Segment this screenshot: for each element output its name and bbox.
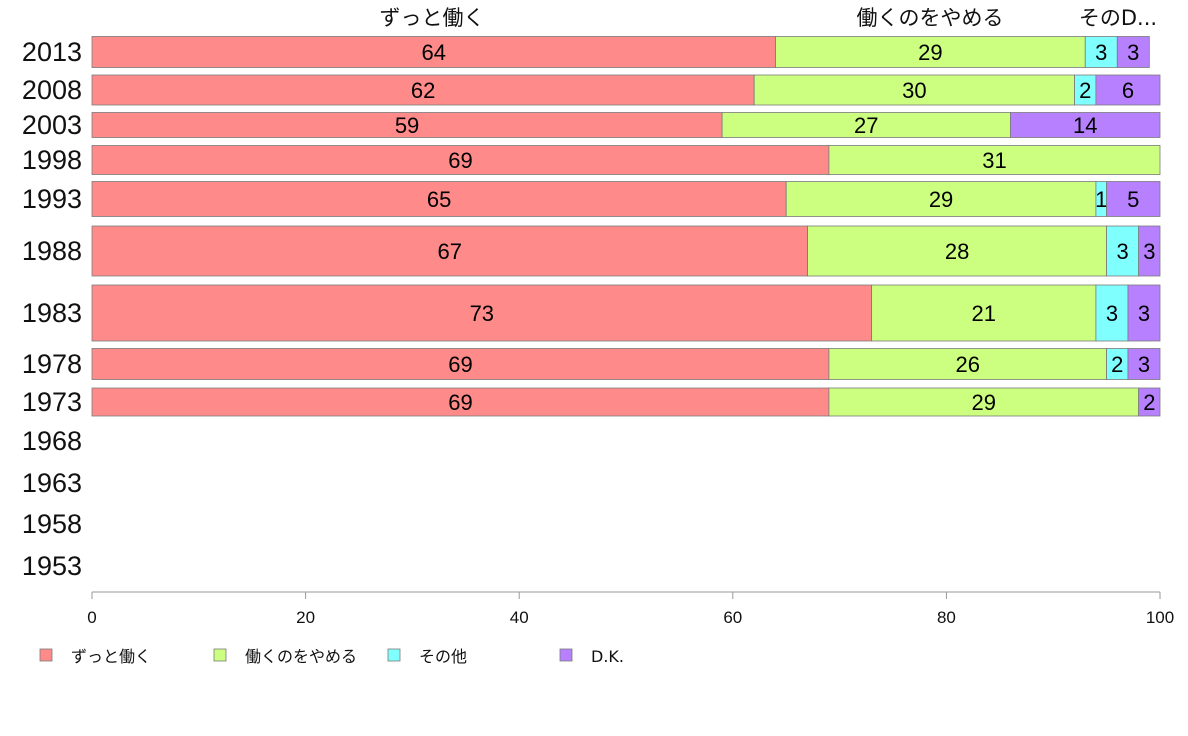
data-label: 30: [902, 78, 926, 103]
y-tick-label: 1978: [22, 349, 82, 379]
y-tick-label: 1958: [22, 509, 82, 539]
bar-segment: [1095, 74, 1161, 106]
data-label: 67: [438, 239, 462, 264]
bar-segment: [871, 284, 1097, 342]
legend-label: その他: [419, 647, 467, 666]
legend-label: ずっと働く: [71, 647, 151, 666]
data-label: 31: [982, 148, 1006, 173]
bar-segment: [1127, 284, 1161, 342]
bar-segment: [1138, 387, 1161, 417]
bar-segment: [91, 74, 755, 106]
data-label: 64: [422, 40, 446, 65]
bar-segment: [721, 112, 1011, 138]
bar-segment: [828, 145, 1161, 175]
y-tick-label: 2013: [22, 37, 82, 67]
y-tick-label: 1963: [22, 468, 82, 498]
y-tick-label: 1998: [22, 145, 82, 175]
data-label: 29: [918, 40, 942, 65]
x-tick-label: 100: [1146, 608, 1174, 627]
data-label: 69: [448, 390, 472, 415]
x-tick-label: 0: [87, 608, 96, 627]
bar-segment: [1084, 36, 1118, 68]
data-label: 29: [929, 187, 953, 212]
legend-label: 働くのをやめる: [245, 647, 357, 666]
x-tick-label: 80: [937, 608, 956, 627]
data-label: 3: [1095, 40, 1107, 65]
data-label: 2: [1143, 390, 1155, 415]
data-label: 1: [1095, 187, 1107, 212]
data-label: 73: [470, 301, 494, 326]
legend-label: D.K.: [591, 647, 624, 666]
data-label: 3: [1106, 301, 1118, 326]
x-axis: 0 20 40 60 80 100: [87, 591, 1174, 627]
data-label: 69: [448, 148, 472, 173]
data-label: 27: [854, 113, 878, 138]
data-label: 2: [1111, 352, 1123, 377]
data-label: 14: [1073, 113, 1097, 138]
y-tick-label: 1993: [22, 184, 82, 214]
bar-segment: [807, 225, 1108, 277]
data-label: 5: [1127, 187, 1139, 212]
column-header-stop-working: 働くのをやめる: [857, 6, 1004, 30]
bar-segment: [91, 181, 787, 217]
bar-segment: [785, 181, 1097, 217]
legend-swatch: [559, 648, 573, 662]
column-headers: ずっと働く 働くのをやめる そのD...: [380, 6, 1158, 30]
data-label: 65: [427, 187, 451, 212]
column-header-other: そのD...: [1079, 6, 1157, 30]
bar-segment: [1010, 112, 1161, 138]
column-header-continue-working: ずっと働く: [380, 6, 485, 30]
y-axis-labels: 2013 2008 2003 1998 1993 1988 1983 1978 1973 1968…: [22, 37, 82, 581]
data-label: 6: [1122, 78, 1134, 103]
data-label: 28: [945, 239, 969, 264]
data-label: 3: [1127, 40, 1139, 65]
y-tick-label: 2008: [22, 75, 82, 105]
bar-segment: [1138, 225, 1161, 277]
legend: ずっと働く 働くのをやめる その他 D.K.: [39, 647, 624, 666]
bar-segment: [91, 36, 776, 68]
y-tick-label: 1983: [22, 298, 82, 328]
legend-swatch: [39, 648, 53, 662]
bar-segment: [91, 145, 830, 175]
bar-segment: [91, 348, 830, 380]
data-label: 3: [1138, 301, 1150, 326]
y-tick-label: 1953: [22, 551, 82, 581]
x-tick-label: 40: [510, 608, 529, 627]
x-tick-label: 20: [296, 608, 315, 627]
legend-swatch: [213, 648, 227, 662]
bar-segment: [753, 74, 1075, 106]
data-label: 29: [972, 390, 996, 415]
y-tick-label: 2003: [22, 110, 82, 140]
bar-segment: [1116, 36, 1150, 68]
bar-segment: [1106, 181, 1161, 217]
data-label: 3: [1143, 239, 1155, 264]
data-label: 69: [448, 352, 472, 377]
data-label: 59: [395, 113, 419, 138]
bar-segment: [91, 284, 873, 342]
data-label: 3: [1116, 239, 1128, 264]
y-tick-label: 1988: [22, 236, 82, 266]
bar-segment: [91, 112, 723, 138]
data-label: 3: [1138, 352, 1150, 377]
bar-segment: [91, 225, 808, 277]
bar-segment: [1095, 284, 1129, 342]
y-tick-label: 1968: [22, 426, 82, 456]
data-label: 21: [972, 301, 996, 326]
data-label: 2: [1079, 78, 1091, 103]
bar-segment: [1106, 225, 1140, 277]
x-tick-label: 60: [723, 608, 742, 627]
data-label: 26: [956, 352, 980, 377]
bar-segment: [775, 36, 1086, 68]
legend-swatch: [387, 648, 401, 662]
bar-segment: [1127, 348, 1161, 380]
data-label: 62: [411, 78, 435, 103]
y-tick-label: 1973: [22, 387, 82, 417]
